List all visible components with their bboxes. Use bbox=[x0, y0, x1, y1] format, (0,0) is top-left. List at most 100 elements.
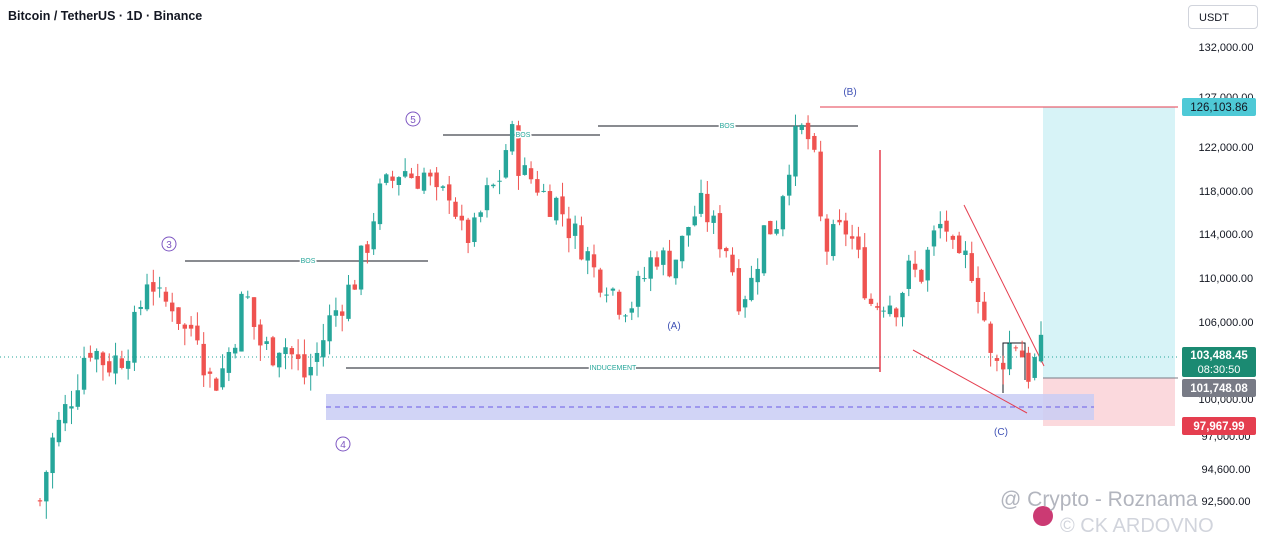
candle-body bbox=[547, 191, 553, 217]
candle-body bbox=[459, 215, 465, 221]
candle-body bbox=[919, 269, 924, 282]
candle-body bbox=[415, 176, 420, 189]
candle-body bbox=[509, 124, 515, 152]
candle-body bbox=[975, 277, 981, 302]
candle-body bbox=[277, 352, 282, 368]
candle-body bbox=[503, 150, 509, 178]
candle-body bbox=[629, 308, 634, 313]
candle-body bbox=[1038, 334, 1044, 362]
candle-body bbox=[157, 287, 162, 289]
candle-body bbox=[245, 296, 250, 298]
candle-body bbox=[346, 284, 351, 319]
wave-b-label: (B) bbox=[843, 87, 856, 98]
candle-body bbox=[598, 269, 603, 293]
candle-body bbox=[925, 249, 930, 281]
candle-body bbox=[969, 253, 974, 281]
candle-body bbox=[541, 190, 546, 192]
candles-layer bbox=[37, 114, 1044, 519]
candle-body bbox=[384, 174, 389, 183]
candle-body bbox=[730, 254, 735, 273]
candle-body bbox=[994, 358, 1000, 361]
candle-body bbox=[831, 224, 836, 257]
candle-body bbox=[440, 186, 446, 188]
target-price-tag: 126,103.86 bbox=[1190, 102, 1248, 114]
wave-5-label: 5 bbox=[410, 115, 416, 126]
candle-body bbox=[365, 244, 370, 253]
candle-body bbox=[698, 192, 704, 214]
candle-body bbox=[849, 236, 855, 239]
candle-body bbox=[654, 257, 660, 267]
candle-body bbox=[900, 292, 905, 318]
inducement-label: INDUCEMENT bbox=[590, 365, 637, 372]
candle-body bbox=[963, 250, 968, 255]
candle-body bbox=[818, 151, 823, 217]
candle-body bbox=[761, 225, 767, 274]
candle-body bbox=[742, 299, 748, 308]
last-price-tag-bg bbox=[1182, 347, 1256, 377]
candle-body bbox=[50, 437, 55, 474]
candle-body bbox=[132, 311, 137, 363]
candle-body bbox=[251, 297, 257, 327]
candle-body bbox=[516, 125, 521, 176]
candle-body bbox=[201, 343, 206, 376]
candle-body bbox=[843, 220, 849, 235]
candle-body bbox=[484, 185, 490, 211]
target-zone bbox=[1043, 107, 1175, 378]
candle-body bbox=[667, 250, 672, 277]
candle-body bbox=[113, 355, 118, 374]
candle-body bbox=[881, 310, 886, 312]
candle-body bbox=[686, 227, 691, 236]
candle-body bbox=[327, 315, 332, 342]
candle-body bbox=[837, 219, 842, 223]
candle-body bbox=[887, 305, 893, 315]
candle-body bbox=[522, 165, 527, 175]
stop-price-tag-bg bbox=[1182, 417, 1256, 435]
candle-body bbox=[358, 245, 364, 290]
candle-body bbox=[207, 371, 213, 374]
candle-body bbox=[528, 168, 534, 180]
candle-body bbox=[491, 184, 496, 187]
candle-body bbox=[579, 225, 584, 260]
currency-button[interactable]: USDT bbox=[1188, 5, 1258, 29]
candle-body bbox=[302, 354, 307, 378]
candle-body bbox=[623, 315, 628, 317]
watermark-logo-icon bbox=[1033, 506, 1053, 526]
candle-body bbox=[88, 352, 93, 358]
candle-body bbox=[1013, 347, 1019, 349]
candle-body bbox=[75, 390, 80, 407]
candle-body bbox=[642, 278, 647, 280]
candle-body bbox=[497, 180, 502, 182]
candle-body bbox=[239, 293, 244, 352]
entry-price-tag-bg bbox=[1182, 379, 1256, 397]
candle-body bbox=[705, 193, 710, 223]
candle-body bbox=[333, 310, 339, 316]
candle-body bbox=[472, 217, 477, 243]
candle-body bbox=[780, 196, 786, 230]
candle-body bbox=[661, 250, 666, 265]
candle-body bbox=[944, 220, 949, 232]
candle-body bbox=[434, 172, 439, 188]
wedge-lower-line bbox=[912, 349, 1028, 414]
candle-body bbox=[264, 341, 269, 345]
watermark-text: @ Crypto - Roznama bbox=[1000, 488, 1198, 511]
symbol-title[interactable]: Bitcoin / TetherUS · 1D · Binance bbox=[8, 9, 203, 23]
candle-body bbox=[711, 215, 716, 223]
y-tick-label: 122,000.00 bbox=[1198, 142, 1253, 154]
candle-body bbox=[125, 360, 131, 369]
candle-body bbox=[62, 404, 68, 424]
candle-body bbox=[163, 291, 169, 302]
candle-body bbox=[465, 219, 471, 243]
candle-body bbox=[352, 284, 357, 290]
candle-body bbox=[308, 366, 313, 376]
y-tick-label: 110,000.00 bbox=[1199, 273, 1253, 285]
candle-body bbox=[390, 176, 395, 181]
wave-4-circle bbox=[335, 436, 351, 452]
candle-body bbox=[56, 419, 62, 443]
price-chart[interactable]: BOS BOS BOS INDUCEMENT 3 5 4 (A) (B) (C)… bbox=[0, 0, 1262, 526]
candle-body bbox=[862, 247, 867, 299]
bos-label-2: BOS bbox=[516, 132, 531, 139]
wave-3-circle bbox=[161, 236, 177, 252]
y-tick-label: 114,000.00 bbox=[1199, 229, 1253, 241]
candle-body bbox=[1007, 343, 1012, 370]
candle-body bbox=[1026, 352, 1031, 382]
